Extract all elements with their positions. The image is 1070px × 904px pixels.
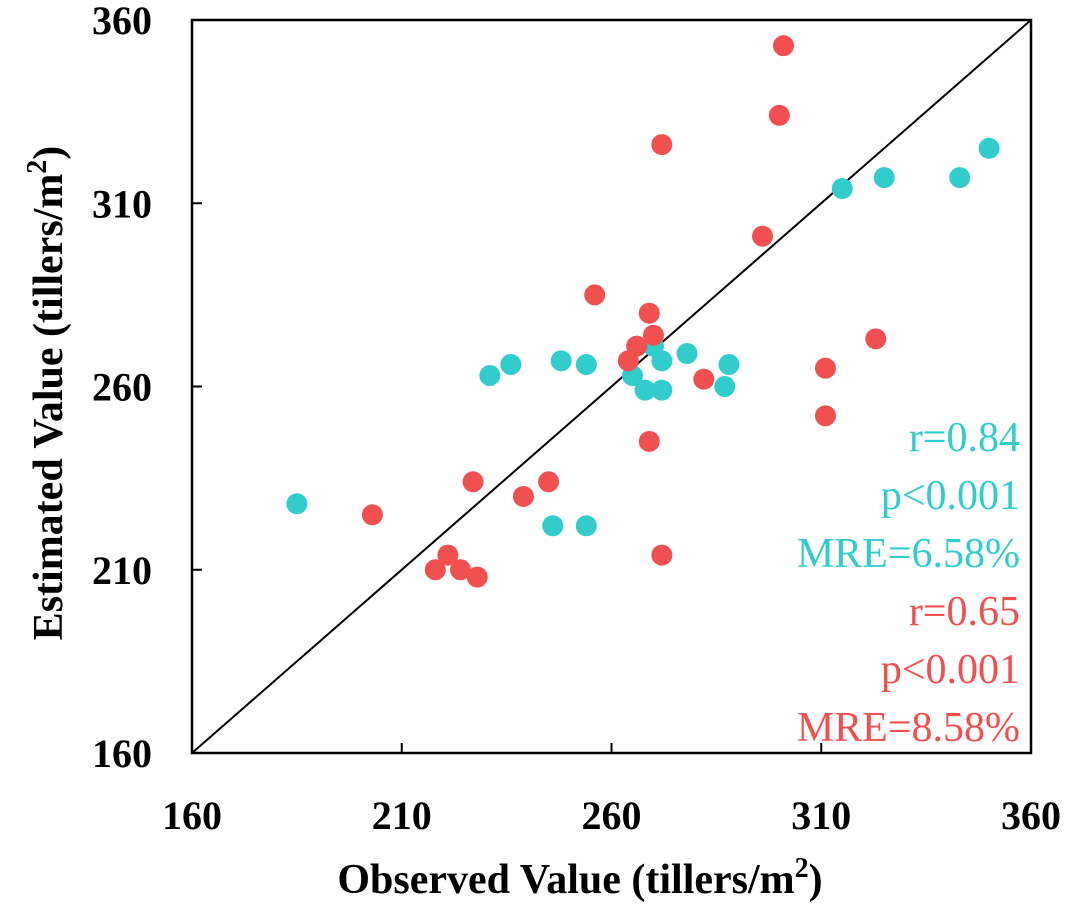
cyan-point: [542, 515, 564, 537]
red-point: [361, 504, 383, 526]
red-point: [693, 368, 715, 390]
cyan-point: [714, 376, 736, 397]
cyan-point: [718, 354, 740, 376]
x-tick-label: 210: [372, 793, 432, 838]
red-point: [814, 357, 836, 379]
x-tick-label: 260: [582, 793, 642, 838]
cyan-point: [831, 178, 853, 200]
red-stat-label: r=0.65: [909, 589, 1020, 635]
y-tick-label: 360: [92, 0, 152, 43]
y-axis-title-text: Estimated Value (tillers/m: [26, 174, 72, 641]
red-point: [772, 35, 794, 57]
cyan-stat-label: p<0.001: [881, 473, 1020, 519]
one-to-one-line: [191, 19, 1032, 754]
x-tick-label: 310: [791, 793, 851, 838]
cyan-point: [500, 354, 522, 376]
cyan-point: [550, 350, 572, 372]
cyan-point: [575, 354, 597, 376]
y-axis-title-superscript: 2: [22, 160, 53, 174]
x-axis-title-close: ): [809, 857, 823, 903]
red-point: [584, 284, 606, 306]
red-point: [462, 471, 484, 493]
red-point: [865, 328, 887, 350]
red-point: [768, 104, 790, 126]
y-tick-label: 210: [92, 548, 152, 593]
x-axis-title: Observed Value (tillers/m2): [337, 853, 822, 903]
cyan-point: [479, 365, 501, 387]
red-point: [642, 324, 664, 346]
y-tick-label: 160: [92, 731, 152, 776]
red-point: [651, 544, 673, 566]
x-tick-label: 360: [1001, 793, 1061, 838]
red-point: [466, 566, 488, 588]
red-point: [449, 559, 471, 581]
y-tick-label: 260: [92, 365, 152, 410]
red-stat-label: p<0.001: [881, 647, 1020, 693]
stats-annotations: r=0.84 p<0.001 MRE=6.58% r=0.65 p<0.001 MRE=8…: [797, 415, 1020, 751]
red-point: [538, 471, 560, 493]
x-tick-label: 160: [162, 793, 222, 838]
x-axis-title-superscript: 2: [795, 853, 809, 884]
cyan-point: [651, 379, 673, 401]
red-point: [651, 134, 673, 156]
y-axis-ticks: 160 210 260 310 360: [92, 0, 202, 776]
red-point: [424, 559, 446, 581]
x-axis-title-text: Observed Value (tillers/m: [337, 857, 794, 903]
cyan-point: [286, 493, 308, 515]
red-point: [752, 225, 774, 247]
cyan-point: [978, 137, 1000, 159]
y-tick-label: 310: [92, 181, 152, 226]
data-points: [286, 35, 1000, 588]
cyan-stat-label: MRE=6.58%: [797, 531, 1020, 577]
cyan-point: [676, 343, 698, 365]
y-axis-title-close: ): [26, 146, 72, 160]
cyan-point: [873, 167, 895, 189]
red-point: [638, 430, 660, 452]
red-point: [437, 544, 459, 566]
cyan-point: [651, 350, 673, 372]
cyan-point: [634, 379, 656, 401]
cyan-point: [575, 515, 597, 537]
red-point: [512, 485, 534, 507]
red-stat-label: MRE=8.58%: [797, 705, 1020, 751]
x-axis-ticks: 160 210 260 310 360: [162, 743, 1061, 838]
y-axis-title: Estimated Value (tillers/m2): [22, 146, 72, 641]
red-point: [814, 405, 836, 427]
cyan-point: [949, 167, 971, 189]
cyan-stat-label: r=0.84: [909, 415, 1020, 461]
red-point: [626, 335, 648, 357]
red-point: [638, 302, 660, 324]
